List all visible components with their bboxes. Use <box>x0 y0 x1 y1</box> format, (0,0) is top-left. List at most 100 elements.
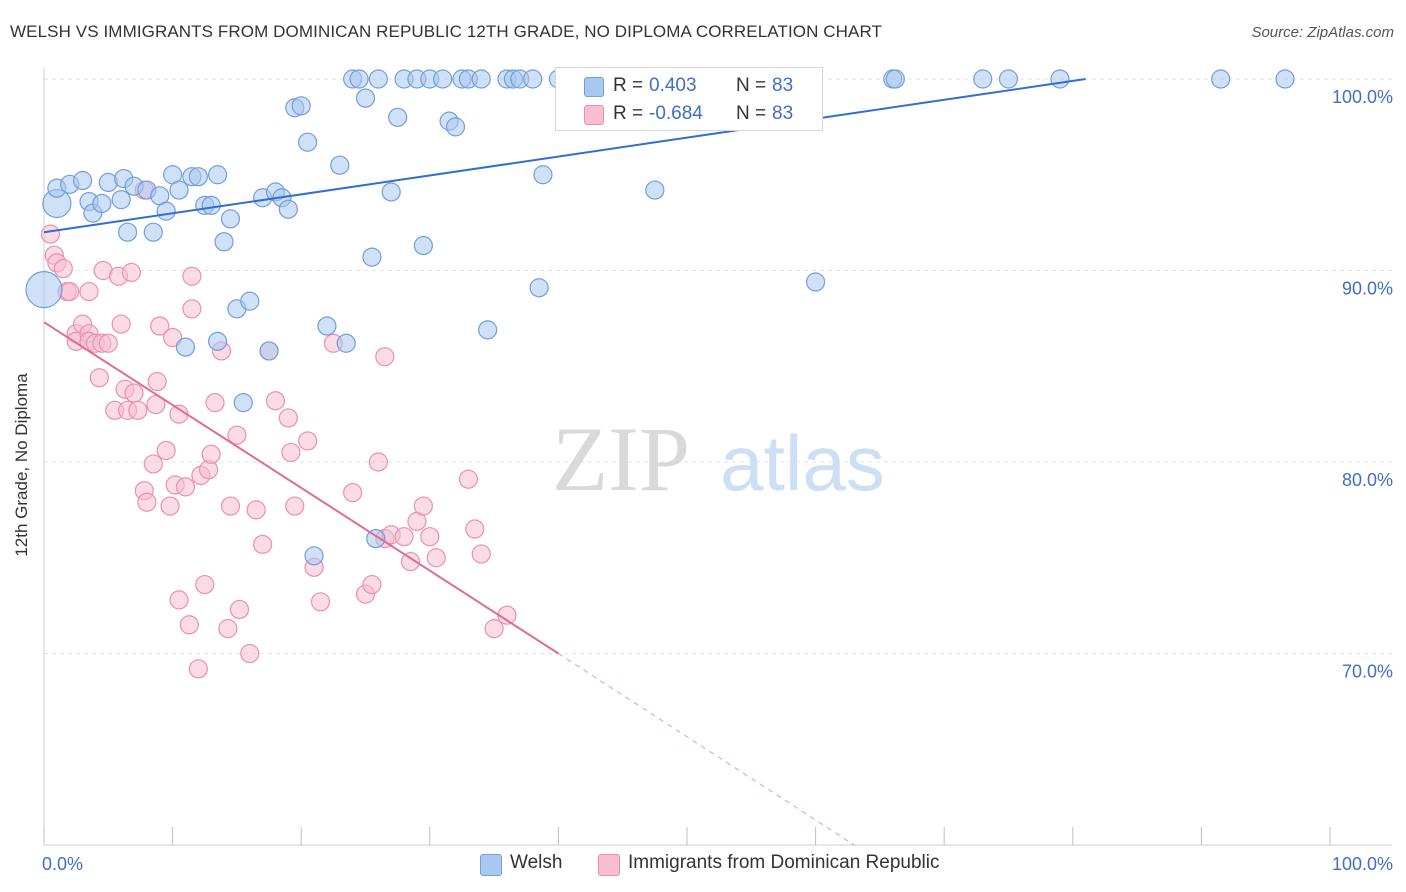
axes <box>43 68 1392 846</box>
dominican-point <box>128 400 148 420</box>
welsh-point <box>998 69 1019 89</box>
dominican-point <box>182 266 202 286</box>
chart-title: WELSH VS IMMIGRANTS FROM DOMINICAN REPUB… <box>10 22 883 41</box>
dominican-point <box>362 574 382 595</box>
r-value: -0.684 <box>649 103 703 124</box>
welsh-point <box>381 182 401 202</box>
welsh-point <box>317 316 337 336</box>
welsh-point <box>336 333 356 353</box>
n-value: 83 <box>772 75 794 96</box>
dominican-point <box>60 281 80 302</box>
welsh-point <box>175 337 196 357</box>
welsh-point <box>529 278 549 298</box>
dominican-point <box>240 643 260 664</box>
gridlines <box>44 78 1392 654</box>
welsh-point <box>298 132 318 152</box>
dominican-point <box>400 551 421 572</box>
stats-row-welsh: R = 0.403 N = 83 <box>556 72 822 100</box>
welsh-point <box>259 341 279 361</box>
dominican-point <box>182 299 202 319</box>
dominican-point <box>147 371 167 392</box>
dominican-point <box>53 258 73 279</box>
welsh-point <box>92 193 112 214</box>
welsh-point <box>188 167 208 187</box>
welsh-swatch <box>584 77 604 97</box>
welsh-point <box>304 546 324 566</box>
dominican-point <box>281 442 301 463</box>
welsh-legend-swatch <box>480 854 502 876</box>
dominican-point <box>156 440 176 461</box>
dominican-legend-label: Immigrants from Dominican Republic <box>628 852 940 873</box>
dominican-points <box>40 180 517 679</box>
y-tick-label: 70.0% <box>1342 662 1393 682</box>
watermark: ZIP atlas <box>552 408 885 510</box>
dominican-point <box>246 500 266 520</box>
welsh-point <box>156 201 176 221</box>
dominican-swatch <box>584 105 604 125</box>
dominican-point <box>413 496 433 516</box>
trend-lines <box>43 78 1086 846</box>
welsh-point <box>1211 69 1231 89</box>
y-tick-label: 80.0% <box>1342 470 1393 490</box>
welsh-point <box>805 272 826 292</box>
dominican-point <box>40 224 61 244</box>
y-tick-label: 90.0% <box>1342 279 1393 299</box>
welsh-point <box>645 180 665 200</box>
dominican-point <box>465 519 485 539</box>
welsh-point <box>240 291 260 311</box>
n-label: N = <box>736 75 767 96</box>
dominican-point <box>298 431 318 451</box>
welsh-point <box>885 69 905 89</box>
welsh-points <box>25 69 1295 566</box>
welsh-point <box>388 107 408 127</box>
welsh-point <box>330 155 350 175</box>
dominican-point <box>179 615 199 635</box>
welsh-point <box>214 232 234 252</box>
dominican-point <box>229 599 250 620</box>
welsh-point <box>523 69 543 89</box>
welsh-point <box>220 209 241 229</box>
r-label: R = <box>613 103 644 124</box>
welsh-point <box>433 69 453 89</box>
x-tick-labels: 0.0% 100.0% <box>42 854 1393 874</box>
dominican-point <box>368 452 388 472</box>
dominican-point <box>484 619 504 639</box>
welsh-point <box>368 69 388 89</box>
welsh-point <box>533 165 553 185</box>
welsh-trend-line <box>43 78 1086 234</box>
n-value: 83 <box>772 103 794 124</box>
dominican-point <box>253 534 273 554</box>
welsh-point <box>355 88 376 108</box>
welsh-point <box>25 271 63 309</box>
welsh-point <box>72 170 93 191</box>
dominican-point <box>426 548 446 568</box>
dominican-point <box>310 592 331 612</box>
dominican-point <box>278 408 298 428</box>
dominican-trend-extension <box>558 653 855 846</box>
welsh-legend-label: Welsh <box>510 852 563 873</box>
dominican-point <box>227 425 247 445</box>
dominican-point <box>218 619 238 639</box>
stats-legend: R = 0.403 N = 83 R = -0.684 N = 83 <box>555 67 823 131</box>
welsh-point <box>143 222 163 242</box>
dominican-point <box>420 527 440 547</box>
dominican-point <box>121 262 142 283</box>
welsh-point <box>208 331 228 351</box>
welsh-point <box>233 393 253 413</box>
dominican-legend-swatch <box>598 854 620 876</box>
dominican-point <box>163 327 183 348</box>
y-tick-label: 100.0% <box>1332 87 1393 107</box>
dominican-point <box>137 492 157 512</box>
dominican-point <box>458 469 478 489</box>
dominican-trend-line <box>43 321 559 655</box>
dominican-point <box>160 496 180 516</box>
dominican-point <box>285 496 305 516</box>
dominican-point <box>111 314 131 334</box>
stats-row-dominican: R = -0.684 N = 83 <box>556 100 822 128</box>
dominican-point <box>265 391 286 411</box>
welsh-point <box>169 180 189 200</box>
dominican-point <box>79 281 99 302</box>
dominican-point <box>375 347 395 367</box>
welsh-point <box>445 117 466 137</box>
